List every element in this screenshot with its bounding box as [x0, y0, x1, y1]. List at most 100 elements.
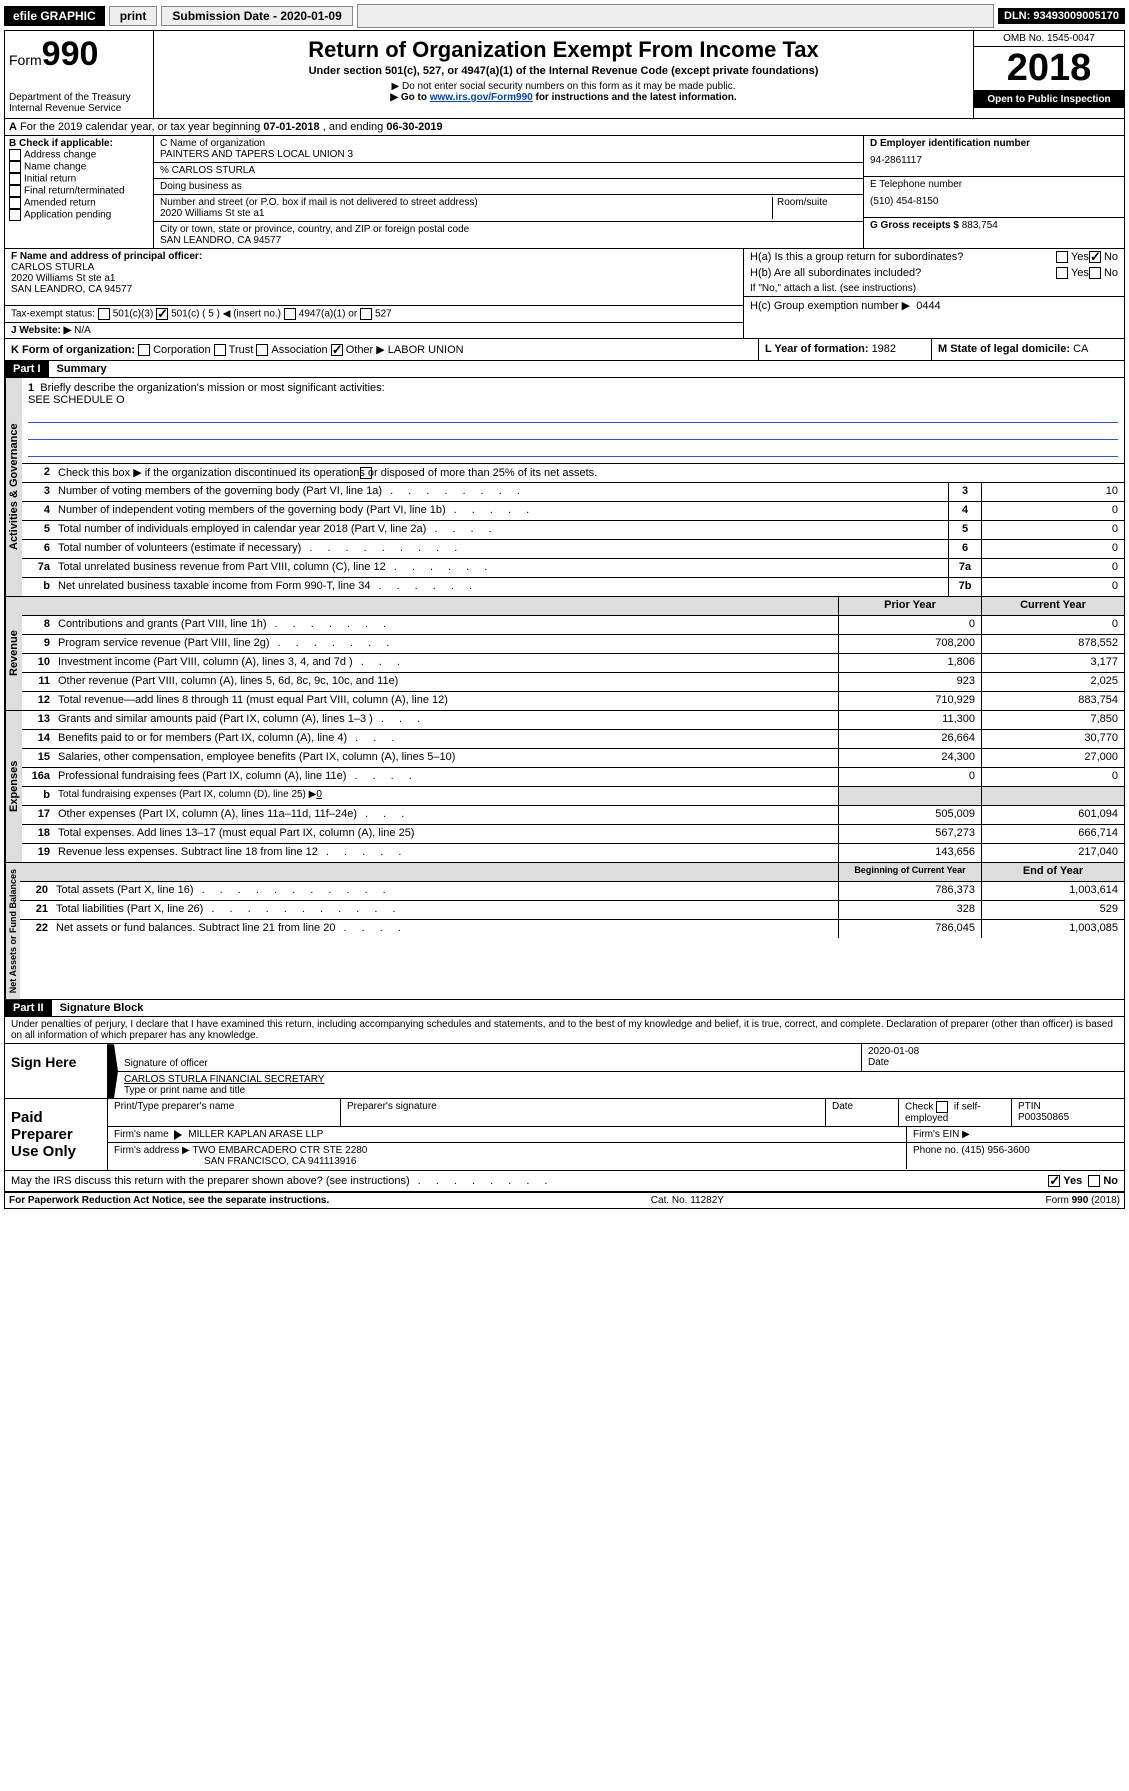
summary-revenue: Revenue Prior YearCurrent Year 8Contribu…: [5, 597, 1124, 711]
discuss-row: May the IRS discuss this return with the…: [5, 1171, 1124, 1193]
firm-address: TWO EMBARCADERO CTR STE 2280: [192, 1145, 367, 1156]
sign-arrow-icon: [108, 1044, 118, 1098]
box-m: M State of legal domicile: CA: [932, 339, 1124, 360]
efile-btn[interactable]: efile GRAPHIC: [4, 6, 105, 26]
care-of: % CARLOS STURLA: [154, 163, 863, 179]
check-discontinued[interactable]: [360, 467, 372, 479]
check-name[interactable]: [9, 161, 21, 173]
submission-date: Submission Date - 2020-01-09: [161, 6, 352, 26]
phone: (510) 454-8150: [870, 196, 1118, 207]
tax-exempt-status: Tax-exempt status: 501(c)(3) 501(c) ( 5 …: [5, 306, 743, 323]
check-527[interactable]: [360, 308, 372, 320]
val-7b: 0: [981, 578, 1124, 596]
form-header: Form990 Department of the Treasury Inter…: [5, 31, 1124, 119]
gross-receipts: 883,754: [962, 220, 998, 231]
check-501c[interactable]: [156, 308, 168, 320]
val-5: 0: [981, 521, 1124, 539]
subtitle-1: Under section 501(c), 527, or 4947(a)(1)…: [158, 65, 969, 77]
val-3: 10: [981, 483, 1124, 501]
irs-link[interactable]: www.irs.gov/Form990: [430, 92, 533, 103]
ha-no[interactable]: [1089, 251, 1101, 263]
room-suite: Room/suite: [772, 197, 857, 219]
ptin: P00350865: [1018, 1112, 1118, 1123]
org-name: PAINTERS AND TAPERS LOCAL UNION 3: [160, 149, 857, 160]
part2-header: Part II Signature Block: [5, 1000, 1124, 1017]
check-initial[interactable]: [9, 173, 21, 185]
omb-number: OMB No. 1545-0047: [974, 31, 1124, 46]
print-btn[interactable]: print: [109, 6, 158, 26]
ein: 94-2861117: [870, 155, 1118, 166]
box-b: B Check if applicable: Address change Na…: [5, 136, 154, 248]
k-trust[interactable]: [214, 344, 226, 356]
val-7a: 0: [981, 559, 1124, 577]
firm-phone: (415) 956-3600: [961, 1145, 1029, 1156]
k-other[interactable]: [331, 344, 343, 356]
spacer-bar: [357, 4, 994, 28]
firm-name: MILLER KAPLAN ARASE LLP: [188, 1129, 323, 1140]
head-prior: Prior Year: [838, 597, 981, 615]
check-amended[interactable]: [9, 197, 21, 209]
sig-officer-label: Signature of officer: [118, 1044, 862, 1071]
firm-ein: Firm's EIN ▶: [907, 1127, 1124, 1142]
check-final[interactable]: [9, 185, 21, 197]
row-klm: K Form of organization: Corporation Trus…: [5, 339, 1124, 361]
dba-label: Doing business as: [154, 179, 863, 195]
check-501c3[interactable]: [98, 308, 110, 320]
vert-governance: Activities & Governance: [5, 378, 22, 596]
open-public-badge: Open to Public Inspection: [974, 90, 1124, 108]
check-4947[interactable]: [284, 308, 296, 320]
arrow-icon: [174, 1130, 182, 1140]
part1-header: Part I Summary: [5, 361, 1124, 378]
dept-treasury: Department of the Treasury: [9, 92, 149, 103]
section-fgh: F Name and address of principal officer:…: [5, 249, 1124, 339]
check-address[interactable]: [9, 149, 21, 161]
val-4: 0: [981, 502, 1124, 520]
officer-name-title: CARLOS STURLA FINANCIAL SECRETARY: [124, 1074, 1118, 1085]
box-c: C Name of organization PAINTERS AND TAPE…: [154, 136, 864, 248]
check-pending[interactable]: [9, 209, 21, 221]
h-c: H(c) Group exemption number ▶ 0444: [744, 296, 1124, 314]
hb-note: If "No," attach a list. (see instruction…: [744, 281, 1124, 296]
dln: DLN: 93493009005170: [998, 8, 1125, 24]
vert-revenue: Revenue: [5, 597, 22, 710]
vert-expenses: Expenses: [5, 711, 22, 862]
website-row: J Website: ▶ N/A: [5, 323, 743, 338]
sign-here: Sign Here Signature of officer 2020-01-0…: [5, 1044, 1124, 1099]
row-a-tax-year: A For the 2019 calendar year, or tax yea…: [5, 119, 1124, 136]
form-container: Form990 Department of the Treasury Inter…: [4, 30, 1125, 1209]
head-curr: Current Year: [981, 597, 1124, 615]
subtitle-2: ▶ Do not enter social security numbers o…: [158, 81, 969, 92]
top-bar: efile GRAPHIC print Submission Date - 20…: [4, 4, 1125, 28]
paid-preparer: Paid Preparer Use Only Print/Type prepar…: [5, 1099, 1124, 1171]
box-deg: D Employer identification number 94-2861…: [864, 136, 1124, 248]
footer: For Paperwork Reduction Act Notice, see …: [5, 1193, 1124, 1208]
tax-year: 2018: [974, 46, 1124, 90]
vert-net: Net Assets or Fund Balances: [5, 863, 20, 999]
subtitle-3: ▶ Go to www.irs.gov/Form990 for instruct…: [158, 92, 969, 103]
form-title: Return of Organization Exempt From Incom…: [158, 37, 969, 63]
ha-yes[interactable]: [1056, 251, 1068, 263]
irs-label: Internal Revenue Service: [9, 103, 149, 114]
discuss-no[interactable]: [1088, 1175, 1100, 1187]
summary-governance: Activities & Governance 1 Briefly descri…: [5, 378, 1124, 597]
box-l: L Year of formation: 1982: [759, 339, 932, 360]
hb-yes[interactable]: [1056, 267, 1068, 279]
h-b: H(b) Are all subordinates included? Yes …: [744, 265, 1124, 281]
form-number: Form990: [9, 35, 149, 74]
mission-text: SEE SCHEDULE O: [28, 394, 1118, 406]
street-address: 2020 Williams St ste a1: [160, 208, 772, 219]
h-a: H(a) Is this a group return for subordin…: [744, 249, 1124, 265]
check-self-emp[interactable]: [936, 1101, 948, 1113]
perjury-text: Under penalties of perjury, I declare th…: [5, 1017, 1124, 1044]
officer-name: CARLOS STURLA: [11, 262, 737, 273]
section-bcd: B Check if applicable: Address change Na…: [5, 136, 1124, 249]
summary-net-assets: Net Assets or Fund Balances Beginning of…: [5, 863, 1124, 1000]
sig-date: 2020-01-08: [868, 1046, 1118, 1057]
k-corp[interactable]: [138, 344, 150, 356]
discuss-yes[interactable]: [1048, 1175, 1060, 1187]
hb-no[interactable]: [1089, 267, 1101, 279]
summary-expenses: Expenses 13Grants and similar amounts pa…: [5, 711, 1124, 863]
val-6: 0: [981, 540, 1124, 558]
city-state-zip: SAN LEANDRO, CA 94577: [160, 235, 857, 246]
k-assoc[interactable]: [256, 344, 268, 356]
